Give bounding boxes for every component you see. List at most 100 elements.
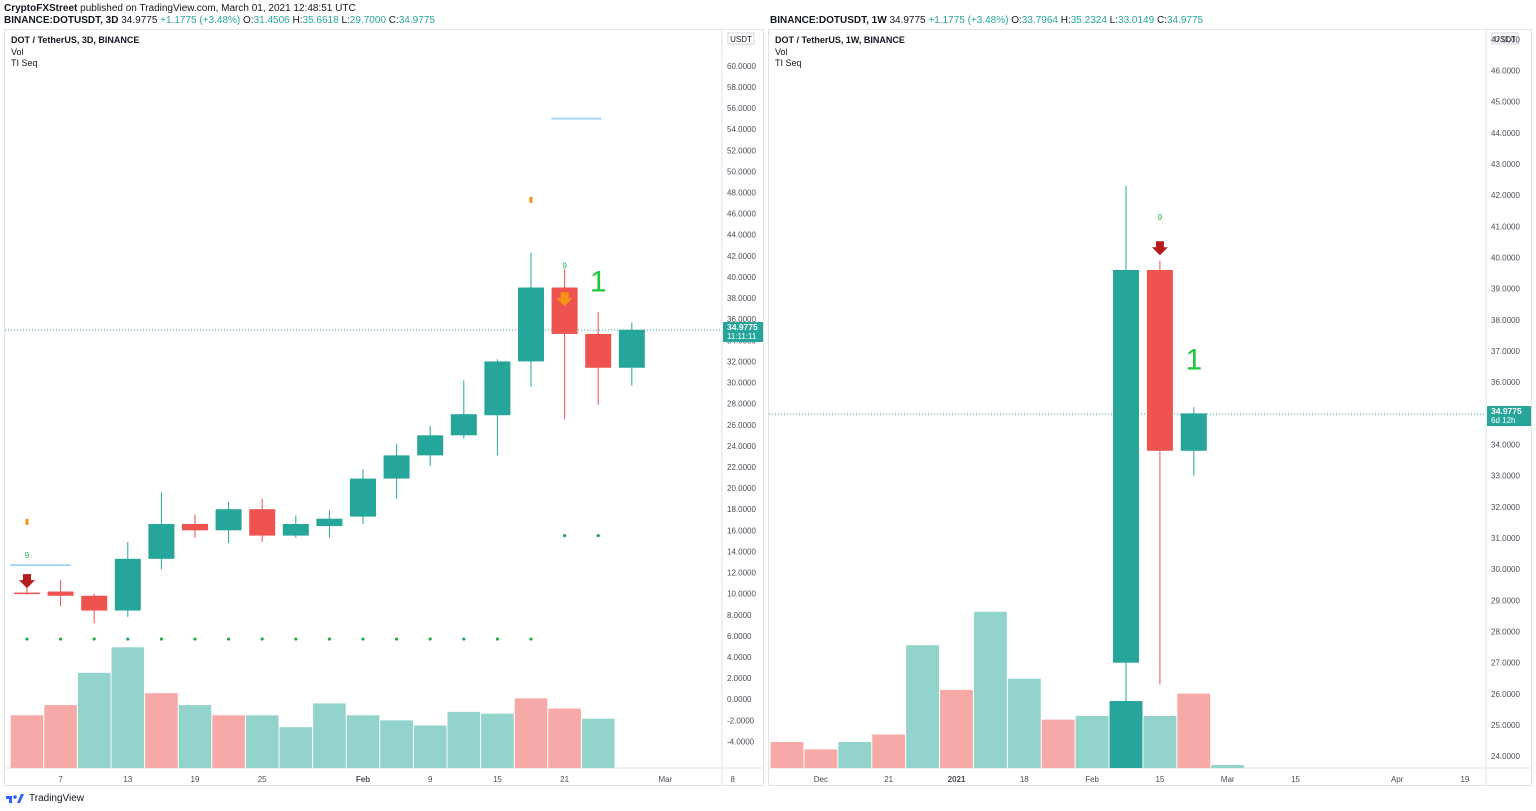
y-tick-label: 48.0000 (727, 189, 756, 198)
y-tick-label: 56.0000 (727, 104, 756, 113)
volume-bar (548, 708, 581, 768)
left-low: 29.7000 (349, 15, 386, 26)
right-chart-pane[interactable]: USDT 47.0000 46.0000 45.0000 44.0000 43.0000 4… (768, 29, 1532, 786)
td-setup-label: 1 (590, 266, 607, 299)
x-tick-label: 21 (560, 775, 569, 784)
volume-bar (279, 727, 313, 768)
y-tick-label: 42.0000 (727, 252, 756, 261)
y-tick-label: 33.0000 (1491, 472, 1520, 481)
td-dot (294, 637, 298, 641)
y-tick-label: 18.0000 (727, 505, 756, 514)
y-tick-label: 46.0000 (1491, 67, 1520, 76)
right-high: 35.2324 (1070, 15, 1107, 26)
right-indicator-vol[interactable]: Vol (775, 46, 788, 57)
x-tick-label: 9 (428, 775, 433, 784)
candle-body (316, 518, 343, 527)
volume-bar (838, 741, 872, 768)
y-tick-label: 38.0000 (1491, 316, 1520, 325)
candle-body (518, 287, 544, 362)
y-tick-label: 16.0000 (727, 526, 756, 535)
currency-label: USDT (730, 35, 752, 44)
volume-bar (44, 705, 77, 768)
td-dot (428, 637, 432, 641)
y-tick-label: 44.0000 (727, 231, 756, 240)
last-price-box (723, 321, 763, 342)
volume-bar (1143, 715, 1177, 768)
brand-name[interactable]: TradingView (29, 792, 85, 804)
y-tick-label: 24.0000 (1491, 752, 1520, 761)
volume-bar (10, 715, 44, 768)
currency-box (1491, 32, 1519, 45)
last-price-value: 34.9775 (1491, 406, 1522, 416)
x-tick-label: Feb (1085, 775, 1099, 784)
left-chart-pane[interactable]: USDT 60.0000 58.0000 56.0000 54.0000 52.0000 5… (4, 29, 764, 786)
volume-bar (804, 749, 838, 768)
td-dot (361, 637, 365, 641)
volume-bar (313, 703, 346, 768)
td-count-label: 9 (562, 262, 567, 271)
arrow-down-icon (556, 292, 573, 307)
td-dot (563, 533, 567, 538)
x-tick-label: 18 (1020, 775, 1029, 784)
volume-bar (1041, 719, 1075, 768)
right-indicator-tiseq[interactable]: TI Seq (775, 58, 802, 68)
signal-marker-icon (529, 196, 533, 203)
left-high: 35.6618 (302, 15, 339, 26)
volume-bar (413, 725, 447, 768)
td-dot (126, 637, 130, 641)
volume-bar (514, 698, 548, 768)
candle-body (618, 329, 645, 368)
volume-bar (581, 718, 615, 768)
x-tick-label: 15 (1155, 775, 1164, 784)
y-tick-label: -4.0000 (727, 737, 755, 746)
candle-body (484, 361, 511, 416)
y-tick-label: 54.0000 (727, 125, 756, 134)
y-tick-label: 26.0000 (1491, 690, 1520, 699)
price-countdown: 6d 12h (1491, 416, 1515, 425)
y-tick-label: 12.0000 (727, 569, 756, 578)
candle-body (450, 414, 477, 436)
td-dot (227, 637, 231, 641)
left-chart-title[interactable]: DOT / TetherUS, 3D, BINANCE (11, 35, 140, 45)
td-setup-label: 1 (1185, 344, 1202, 377)
y-tick-label: 47.0000 (1491, 35, 1520, 44)
y-tick-label: 20.0000 (727, 484, 756, 493)
candle-body (417, 435, 444, 456)
volume-bar (145, 693, 178, 768)
signal-marker-icon (25, 518, 29, 525)
candle-body (215, 509, 242, 531)
volume-bar (447, 711, 481, 768)
td-dot (193, 637, 197, 641)
td-count-label: 9 (25, 551, 30, 560)
volume-bar (481, 713, 514, 768)
right-o-label: O: (1011, 15, 1022, 26)
y-tick-label: 0.0000 (727, 695, 752, 704)
y-tick-label: 30.0000 (1491, 565, 1520, 574)
footer: TradingView (5, 792, 84, 804)
volume-bar (872, 734, 906, 768)
publisher-name[interactable]: CryptoFXStreet (4, 3, 78, 14)
td-dot (462, 637, 466, 641)
x-tick-label: 2021 (948, 775, 966, 784)
right-chart-title[interactable]: DOT / TetherUS, 1W, BINANCE (775, 35, 905, 45)
left-chart-svg[interactable]: USDT 60.0000 58.0000 56.0000 54.0000 52.0000 5… (5, 30, 764, 786)
tradingview-logo-icon[interactable] (5, 792, 25, 804)
left-indicator-tiseq[interactable]: TI Seq (11, 58, 38, 68)
y-tick-label: 58.0000 (727, 83, 756, 92)
candle-body (148, 523, 175, 559)
left-indicator-vol[interactable]: Vol (11, 46, 24, 57)
td-count-label: 9 (1158, 213, 1163, 222)
right-legend: DOT / TetherUS, 1W, BINANCE Vol TI Seq (775, 35, 905, 70)
td-dot (327, 637, 331, 641)
right-h-label: H: (1060, 15, 1071, 26)
x-tick-label: 15 (493, 775, 502, 784)
y-tick-label: 28.0000 (1491, 628, 1520, 637)
volume-bar (111, 647, 145, 768)
right-open: 33.7964 (1021, 15, 1058, 26)
y-tick-label: 46.0000 (727, 210, 756, 219)
y-tick-label: 30.0000 (727, 379, 756, 388)
td-dot (92, 637, 96, 641)
left-price: 34.9775 (121, 15, 158, 26)
publish-header: CryptoFXStreet published on TradingView.… (4, 3, 356, 14)
